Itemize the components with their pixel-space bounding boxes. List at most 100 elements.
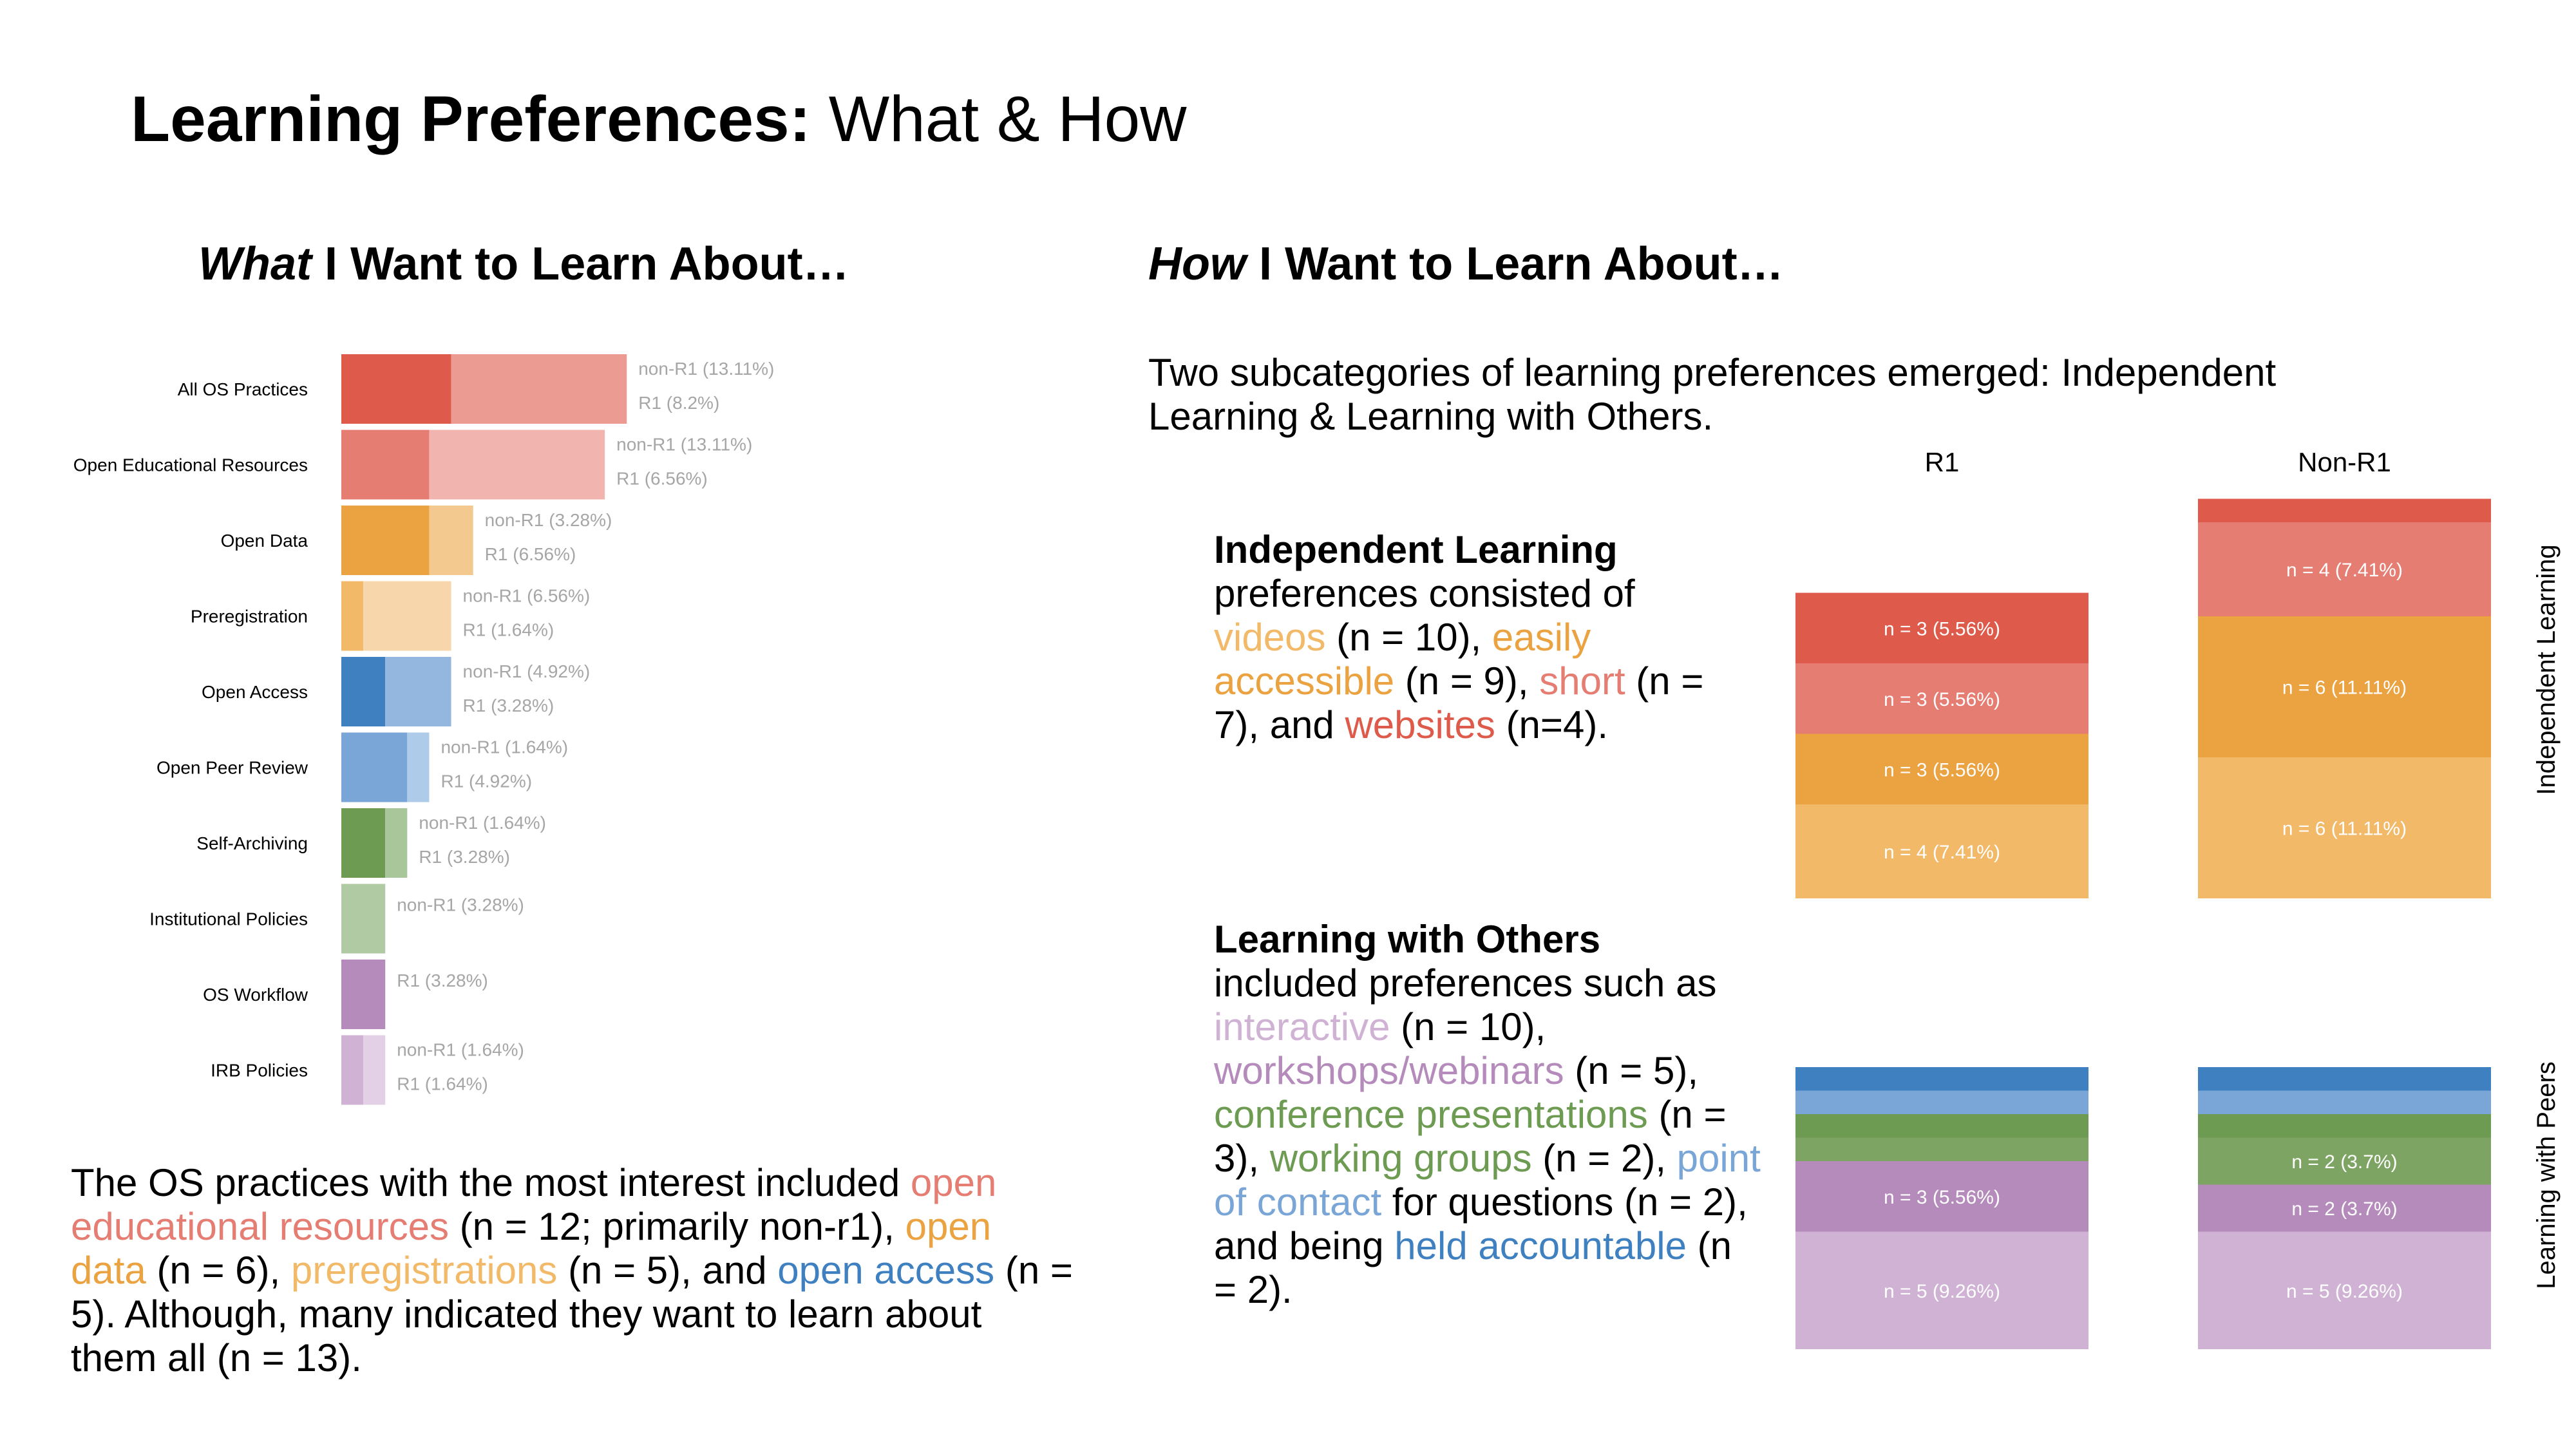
rich-text-run: (n = 2). (1214, 1224, 1732, 1311)
stack-segment (1795, 734, 2088, 804)
rich-text-run: (n = 3), (1214, 1093, 1727, 1180)
segment-value-label: n = 6 (11.11%) (2282, 819, 2407, 840)
stack-segment (1795, 1231, 2088, 1349)
rich-text-run: (n = 10), (1325, 616, 1492, 659)
rich-text-run: workshops/webinars (1214, 1049, 1564, 1092)
rich-text-run: preregistrations (290, 1249, 558, 1292)
rich-text-run: (n = 6), (146, 1249, 291, 1292)
stack-segment (1795, 1067, 2088, 1091)
how-intro: Two subcategories of learning preference… (1148, 351, 2277, 438)
rich-text-run: included preferences such as (1214, 961, 1717, 1005)
bar-value-label: non-R1 (3.28%) (397, 895, 524, 915)
segment-value-label: n = 2 (3.7%) (2291, 1198, 2397, 1220)
rich-heading: Learning with Others (1214, 918, 1601, 961)
what-heading: What I Want to Learn About… (198, 235, 849, 293)
bar-value-label: R1 (3.28%) (419, 847, 510, 867)
bar-value-label: non-R1 (1.64%) (440, 737, 568, 757)
rich-text-run: conference presentations (1214, 1093, 1648, 1136)
rich-text-run: open data (71, 1205, 992, 1292)
stack-segment (2198, 757, 2491, 898)
bar-value-label: R1 (6.56%) (485, 544, 576, 564)
bar-value-label: R1 (3.28%) (397, 971, 488, 990)
rich-text-run: (n = 2), (1531, 1137, 1677, 1180)
os-practices-bar-chart: All OS Practices non-R1 (13.11%) R1 (8.2%)… (73, 354, 774, 1105)
rich-text-run: for questions (n = 2), and being (1214, 1180, 1748, 1267)
bar-segment-r1 (341, 430, 430, 500)
bar-value-label: non-R1 (1.64%) (397, 1040, 524, 1060)
category-label: Institutional Policies (149, 909, 308, 929)
bar-segment-non-r1 (451, 354, 627, 424)
how-heading: How I Want to Learn About… (1148, 235, 1784, 293)
os-practices-summary: The OS practices with the most interest … (71, 1161, 1075, 1380)
stack-segment (2198, 522, 2491, 616)
bar-value-label: R1 (1.64%) (397, 1074, 488, 1094)
bar-segment-r1 (341, 808, 386, 878)
bar-segment-non-r1 (429, 506, 473, 575)
rich-text-run: videos (1214, 616, 1326, 659)
how-heading-rest: I Want to Learn About… (1245, 238, 1784, 290)
segment-value-label: n = 3 (5.56%) (1884, 1187, 2000, 1208)
stack-segment (2198, 1137, 2491, 1185)
segment-value-label: n = 5 (9.26%) (2286, 1281, 2403, 1302)
category-label: Open Educational Resources (73, 455, 308, 475)
stack-segment (1795, 1137, 2088, 1161)
stack-segment (1795, 1161, 2088, 1232)
bar-segment-r1 (341, 657, 386, 726)
what-heading-rest: I Want to Learn About… (311, 238, 849, 290)
learning-with-others-description: Learning with Others included preferences… (1214, 918, 1761, 1312)
bar-value-label: R1 (6.56%) (616, 469, 708, 489)
bar-segment-non-r1 (363, 581, 451, 651)
bar-value-label: R1 (4.92%) (440, 772, 532, 791)
stack-segment (2198, 1231, 2491, 1349)
stack-segment (2198, 1067, 2491, 1091)
category-label: Open Data (221, 531, 308, 551)
rich-text-run: point of contact (1214, 1137, 1761, 1224)
group-axis-label: Learning with Peers (2532, 1061, 2561, 1289)
category-label: OS Workflow (203, 985, 308, 1005)
rich-text-run: websites (1345, 703, 1495, 746)
category-label: Preregistration (191, 607, 308, 627)
independent-learning-description: Independent Learning preferences consiste… (1214, 528, 1716, 747)
bar-value-label: R1 (1.64%) (463, 620, 554, 640)
stack-segment (2198, 1184, 2491, 1232)
stack-segment (1795, 592, 2088, 663)
segment-value-label: n = 4 (7.41%) (2286, 560, 2403, 581)
rich-text-run: preferences consisted of (1214, 572, 1635, 615)
bar-value-label: non-R1 (13.11%) (616, 435, 752, 455)
rich-text-run: (n = 5), and (557, 1249, 778, 1292)
learning-preferences-stacked-chart: R1 Non-R1 n = 4 (7.41%) n = 3 (5.56%) n = 3 … (1795, 447, 2561, 1349)
rich-text-run: working groups (1269, 1137, 1532, 1180)
rich-text-run: easily accessible (1214, 616, 1591, 703)
group-axis-label: Independent Learning (2532, 544, 2561, 795)
bar-value-label: non-R1 (13.11%) (638, 359, 774, 379)
rich-text-run: held accountable (1394, 1224, 1687, 1267)
segment-value-label: n = 2 (3.7%) (2291, 1151, 2397, 1173)
stack-segment (1795, 1114, 2088, 1138)
rich-text-run: open access (777, 1249, 995, 1292)
segment-value-label: n = 3 (5.56%) (1884, 618, 2000, 639)
bar-segment-r1 (341, 506, 430, 575)
bar-value-label: R1 (3.28%) (463, 696, 554, 715)
rich-text-run: (n = 5), (1564, 1049, 1698, 1092)
rich-text-run: open educational resources (71, 1161, 997, 1248)
bar-segment-non-r1 (385, 808, 408, 878)
rich-text-run: interactive (1214, 1005, 1390, 1048)
bar-segment-non-r1 (429, 430, 605, 500)
stack-segment (2198, 498, 2491, 522)
how-heading-em: How (1148, 238, 1246, 290)
stack-segment (2198, 616, 2491, 757)
bar-segment-r1 (341, 354, 451, 424)
rich-text-run: The OS practices with the most interest … (71, 1161, 911, 1204)
slide-title: Learning Preferences: What & How (131, 80, 1186, 158)
bar-segment-non-r1 (363, 1035, 386, 1105)
bar-segment-non-r1 (385, 657, 451, 726)
column-label-non-r1: Non-R1 (2298, 447, 2391, 477)
segment-value-label: n = 4 (7.41%) (1884, 842, 2000, 863)
bar-segment-r1 (341, 960, 386, 1029)
category-label: All OS Practices (178, 379, 308, 399)
segment-value-label: n = 5 (9.26%) (1884, 1281, 2000, 1302)
rich-text-run: (n = 10), (1390, 1005, 1546, 1048)
stack-segment (2198, 1090, 2491, 1114)
slide-title-rest: What & How (810, 83, 1187, 155)
bar-value-label: non-R1 (6.56%) (463, 586, 591, 606)
